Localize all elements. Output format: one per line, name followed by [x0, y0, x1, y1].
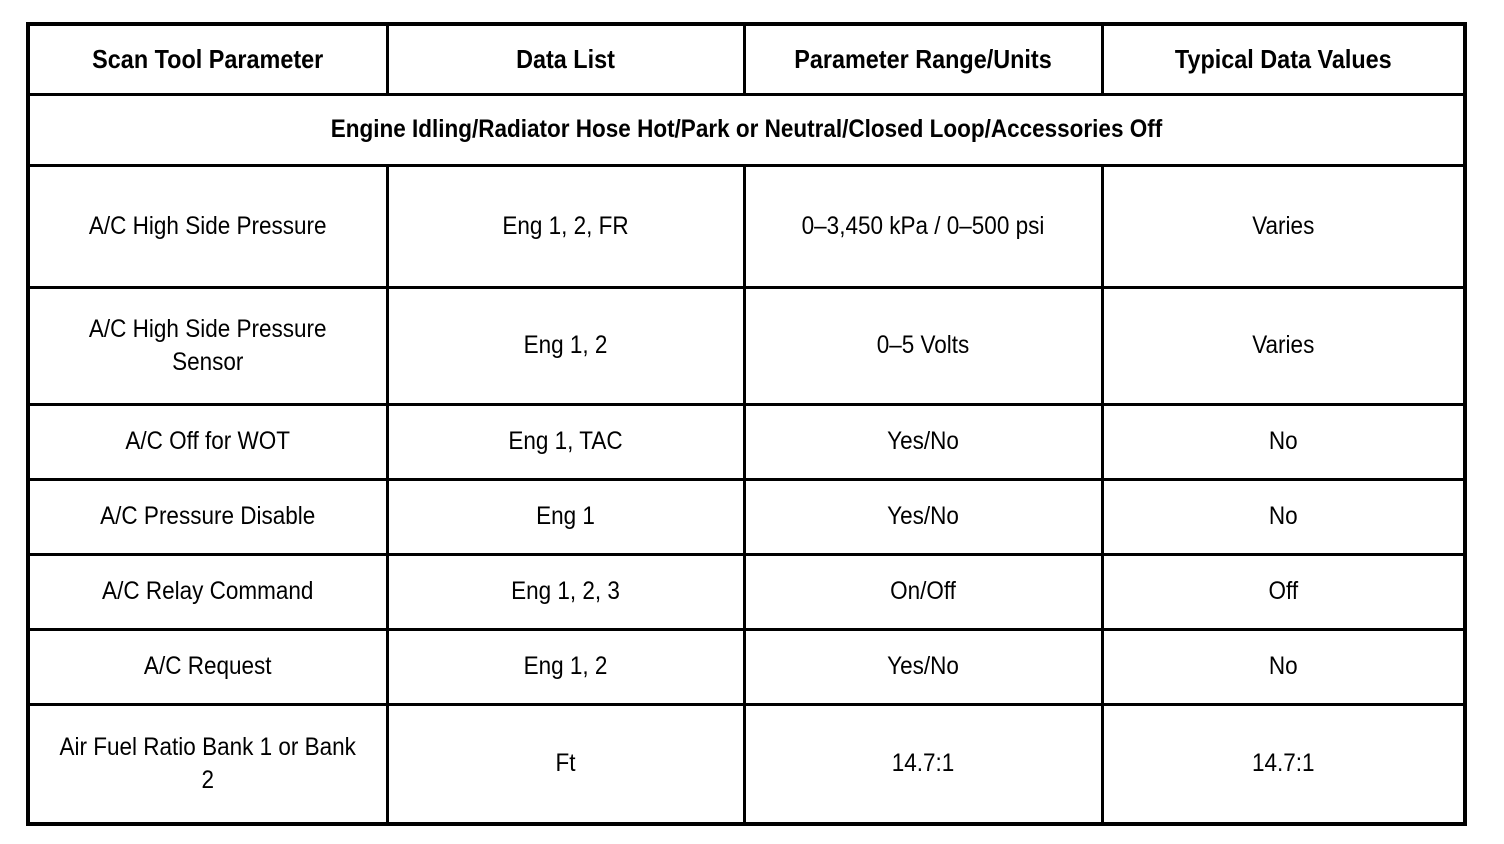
column-header-parameter-range-units: Parameter Range/Units: [760, 22, 1086, 96]
cell-range-units: 14.7:1: [760, 702, 1086, 826]
table-row: A/C Relay Command Eng 1, 2, 3 On/Off Off: [28, 552, 1465, 631]
cell-data-list: Eng 1: [403, 477, 728, 556]
cell-typical-value: Varies: [1118, 163, 1449, 289]
cell-range-units: 0–3,450 kPa / 0–500 psi: [760, 163, 1086, 289]
cell-data-list: Eng 1, 2: [403, 627, 728, 706]
cell-data-list: Ft: [403, 702, 728, 826]
cell-data-list: Eng 1, 2, FR: [403, 163, 728, 289]
table-row: A/C High Side Pressure Eng 1, 2, FR 0–3,…: [28, 163, 1465, 289]
table-row: A/C Request Eng 1, 2 Yes/No No: [28, 627, 1465, 706]
cell-data-list: Eng 1, 2: [403, 285, 728, 406]
cell-typical-value: 14.7:1: [1118, 702, 1449, 826]
cell-range-units: 0–5 Volts: [760, 285, 1086, 406]
cell-typical-value: No: [1118, 477, 1449, 556]
column-header-data-list: Data List: [403, 22, 728, 96]
table-row: A/C High Side Pressure Sensor Eng 1, 2 0…: [28, 285, 1465, 406]
cell-parameter: A/C Pressure Disable: [44, 477, 371, 556]
cell-data-list: Eng 1, TAC: [403, 402, 728, 481]
cell-parameter: A/C High Side Pressure: [44, 163, 371, 289]
cell-data-list: Eng 1, 2, 3: [403, 552, 728, 631]
scan-tool-parameter-table: Scan Tool Parameter Data List Parameter …: [26, 22, 1467, 826]
table-header-row: Scan Tool Parameter Data List Parameter …: [28, 22, 1465, 96]
table-row: A/C Off for WOT Eng 1, TAC Yes/No No: [28, 402, 1465, 481]
cell-parameter: A/C Relay Command: [44, 552, 371, 631]
cell-typical-value: Varies: [1118, 285, 1449, 406]
table-row: A/C Pressure Disable Eng 1 Yes/No No: [28, 477, 1465, 556]
column-header-scan-tool-parameter: Scan Tool Parameter: [44, 22, 371, 96]
cell-range-units: Yes/No: [760, 627, 1086, 706]
table-section-row: Engine Idling/Radiator Hose Hot/Park or …: [28, 92, 1465, 167]
cell-typical-value: No: [1118, 627, 1449, 706]
scan-tool-parameter-table-container: Scan Tool Parameter Data List Parameter …: [26, 22, 1467, 826]
section-header-conditions: Engine Idling/Radiator Hose Hot/Park or …: [98, 92, 1395, 167]
cell-parameter: A/C Off for WOT: [44, 402, 371, 481]
cell-typical-value: No: [1118, 402, 1449, 481]
cell-range-units: On/Off: [760, 552, 1086, 631]
cell-parameter: A/C High Side Pressure Sensor: [44, 285, 371, 406]
cell-typical-value: Off: [1118, 552, 1449, 631]
cell-range-units: Yes/No: [760, 477, 1086, 556]
cell-parameter: Air Fuel Ratio Bank 1 or Bank 2: [44, 702, 371, 826]
cell-parameter: A/C Request: [44, 627, 371, 706]
table-row: Air Fuel Ratio Bank 1 or Bank 2 Ft 14.7:…: [28, 702, 1465, 826]
table-header: Scan Tool Parameter Data List Parameter …: [28, 22, 1465, 96]
table-body: Engine Idling/Radiator Hose Hot/Park or …: [28, 92, 1465, 826]
column-header-typical-data-values: Typical Data Values: [1118, 22, 1449, 96]
cell-range-units: Yes/No: [760, 402, 1086, 481]
